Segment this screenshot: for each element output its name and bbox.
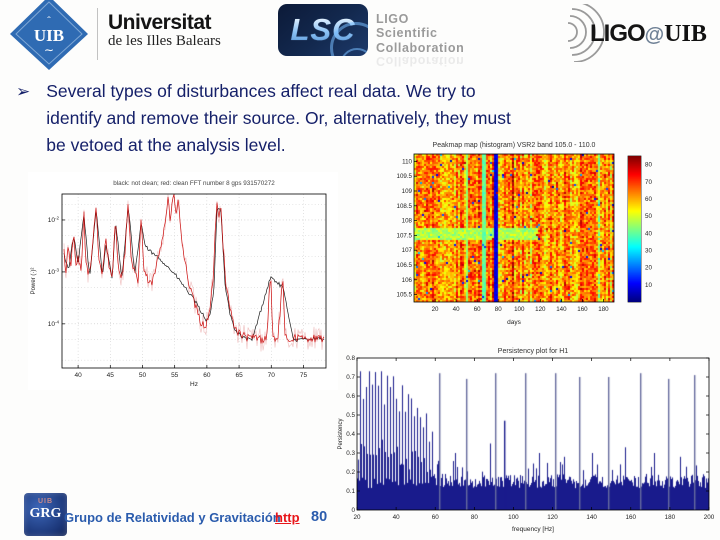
peakmap-heatmap: 20 40 60 80 100 120 140 160 180 110 109.5 109 108.5 1… bbox=[388, 138, 674, 340]
svg-text:100: 100 bbox=[508, 514, 519, 521]
svg-text:10-3: 10-3 bbox=[48, 267, 60, 276]
svg-text:20: 20 bbox=[353, 514, 361, 521]
svg-text:109: 109 bbox=[402, 188, 413, 195]
svg-text:black: not clean; red: clean F: black: not clean; red: clean FFT number … bbox=[113, 180, 275, 187]
bullet-text: Several types of disturbances affect rea… bbox=[46, 81, 511, 155]
svg-text:10-4: 10-4 bbox=[48, 319, 60, 328]
svg-text:100: 100 bbox=[514, 306, 525, 313]
svg-text:frequency [Hz]: frequency [Hz] bbox=[512, 526, 554, 533]
svg-text:40: 40 bbox=[645, 230, 652, 237]
at-sign: @ bbox=[644, 24, 665, 46]
svg-text:0.7: 0.7 bbox=[346, 374, 355, 381]
svg-text:75: 75 bbox=[300, 372, 308, 379]
svg-text:ˆ: ˆ bbox=[47, 15, 51, 27]
svg-text:106.5: 106.5 bbox=[397, 262, 413, 269]
svg-text:70: 70 bbox=[268, 372, 276, 379]
ligo-text: LIGO bbox=[590, 20, 646, 47]
lsc-logo: LSC bbox=[278, 4, 368, 56]
svg-text:120: 120 bbox=[535, 306, 546, 313]
svg-text:0.8: 0.8 bbox=[346, 355, 355, 362]
svg-text:140: 140 bbox=[586, 514, 597, 521]
svg-text:180: 180 bbox=[665, 514, 676, 521]
lsc-caption-line3: Collaboration bbox=[376, 40, 465, 55]
svg-text:Persistency plot for H1: Persistency plot for H1 bbox=[498, 348, 569, 355]
uib-diamond bbox=[10, 0, 88, 70]
svg-text:80: 80 bbox=[495, 306, 502, 313]
svg-text:50: 50 bbox=[139, 372, 147, 379]
lsc-caption-reflection: Collaboration bbox=[376, 55, 465, 69]
svg-text:0.4: 0.4 bbox=[346, 431, 355, 438]
svg-text:55: 55 bbox=[171, 372, 179, 379]
svg-text:days: days bbox=[507, 319, 521, 326]
svg-text:80: 80 bbox=[645, 162, 652, 169]
svg-text:108.5: 108.5 bbox=[397, 203, 413, 210]
svg-text:Peakmap map (histogram) VSR2: Peakmap map (histogram) VSR2 band 105.0 … bbox=[433, 142, 596, 149]
lsc-caption-line2: Scientific bbox=[376, 26, 438, 41]
uib-logo-text: UIB bbox=[34, 26, 64, 45]
svg-text:65: 65 bbox=[235, 372, 243, 379]
svg-text:160: 160 bbox=[626, 514, 637, 521]
svg-text:0.2: 0.2 bbox=[346, 469, 355, 476]
svg-text:70: 70 bbox=[645, 179, 652, 186]
svg-text:107.5: 107.5 bbox=[397, 232, 413, 239]
http-link[interactable]: http bbox=[275, 510, 300, 525]
svg-text:40: 40 bbox=[393, 514, 401, 521]
svg-text:Power (·)²: Power (·)² bbox=[31, 268, 37, 295]
svg-text:180: 180 bbox=[598, 306, 609, 313]
grg-logo: UIB GRG bbox=[24, 493, 67, 536]
svg-text:60: 60 bbox=[432, 514, 440, 521]
lsc-caption: LIGO Scientific Collaboration Collaborat… bbox=[376, 12, 464, 68]
svg-text:60: 60 bbox=[645, 196, 652, 203]
svg-text:50: 50 bbox=[645, 213, 652, 220]
svg-text:60: 60 bbox=[203, 372, 211, 379]
svg-text:0.3: 0.3 bbox=[346, 450, 355, 457]
universitat-subname: de les Illes Balears bbox=[108, 33, 221, 50]
svg-text:0.6: 0.6 bbox=[346, 393, 355, 400]
lsc-swirl-icon bbox=[330, 22, 368, 56]
svg-text:10-2: 10-2 bbox=[48, 215, 60, 224]
svg-text:45: 45 bbox=[107, 372, 115, 379]
svg-text:0.1: 0.1 bbox=[346, 488, 355, 495]
ligo-at-uib-logo: LIGO@UIB bbox=[556, 1, 716, 63]
spectrum-plot: 40 45 50 55 60 65 70 75 10-2 10-3 10-4 black: not c… bbox=[28, 172, 338, 390]
svg-text:20: 20 bbox=[432, 306, 439, 313]
svg-text:Persistency: Persistency bbox=[338, 418, 344, 449]
svg-text:0: 0 bbox=[351, 507, 355, 514]
persistency-plot: 20 40 60 80 100 120 140 160 180 200 0 0.1 0.2 0.3 0.4 0… bbox=[335, 344, 720, 540]
bullet-item: ➢ Several types of disturbances affect r… bbox=[16, 78, 704, 159]
svg-text:∼: ∼ bbox=[44, 43, 54, 57]
svg-text:10: 10 bbox=[645, 282, 652, 289]
svg-text:60: 60 bbox=[474, 306, 481, 313]
svg-text:40: 40 bbox=[74, 372, 82, 379]
svg-text:109.5: 109.5 bbox=[397, 173, 413, 180]
bullet-arrow-icon: ➢ bbox=[16, 82, 31, 101]
svg-text:108: 108 bbox=[402, 218, 413, 225]
svg-text:Hz: Hz bbox=[190, 381, 198, 388]
uib-logo: ˆ UIB ∼ bbox=[10, 0, 88, 70]
svg-text:160: 160 bbox=[577, 306, 588, 313]
svg-text:200: 200 bbox=[704, 514, 715, 521]
svg-text:40: 40 bbox=[453, 306, 460, 313]
svg-text:106: 106 bbox=[402, 277, 413, 284]
svg-text:80: 80 bbox=[471, 514, 479, 521]
svg-text:140: 140 bbox=[556, 306, 567, 313]
svg-text:30: 30 bbox=[645, 247, 652, 254]
uib-text: UIB bbox=[664, 21, 707, 47]
header-divider bbox=[97, 8, 98, 60]
svg-text:110: 110 bbox=[402, 158, 412, 165]
group-name: Grupo de Relatividad y Gravitación bbox=[64, 510, 281, 525]
svg-text:107: 107 bbox=[402, 247, 413, 254]
page-number: 80 bbox=[311, 509, 328, 525]
grg-logo-text: GRG bbox=[29, 506, 62, 521]
universitat-name: Universitat bbox=[108, 11, 212, 34]
svg-text:105.5: 105.5 bbox=[397, 292, 413, 299]
svg-text:120: 120 bbox=[547, 514, 558, 521]
sound-waves-icon bbox=[567, 1, 605, 63]
svg-text:0.5: 0.5 bbox=[346, 412, 355, 419]
lsc-caption-line1: LIGO bbox=[376, 12, 409, 26]
svg-text:20: 20 bbox=[645, 265, 652, 272]
universitat-logo: Universitat de les Illes Balears bbox=[108, 11, 221, 50]
grg-logo-uib-text: UIB bbox=[37, 498, 54, 505]
